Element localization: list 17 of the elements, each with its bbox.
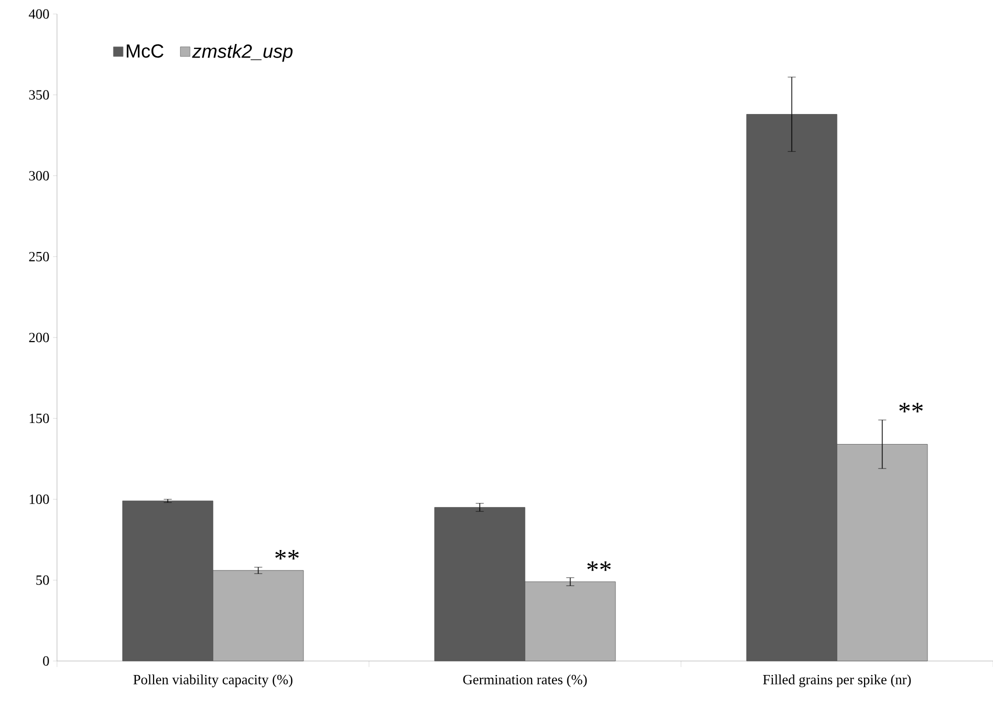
- annotation: **: [899, 402, 923, 412]
- y-tick-label: 150: [30, 414, 49, 424]
- annotation: **: [587, 561, 611, 571]
- y-tick-label: 250: [29, 252, 49, 262]
- y-tick-label: 400: [28, 9, 49, 19]
- annotation: **: [275, 550, 299, 560]
- y-tick-label: 300: [29, 171, 49, 180]
- y-tick-label: 100: [30, 494, 49, 504]
- y-tick-label: 200: [29, 332, 49, 342]
- y-tick-label: 50: [36, 575, 49, 585]
- x-tick-label: Germination rates (%): [463, 674, 587, 688]
- y-tick-label: 350: [29, 90, 49, 100]
- legend-label: zmstk2_usp: [192, 44, 293, 62]
- x-tick-label: Pollen viability capacity (%): [133, 674, 292, 688]
- x-tick-label: Filled grains per spike (nr): [763, 674, 911, 688]
- y-tick-label: 0: [43, 656, 49, 666]
- legend-label: McC: [126, 44, 164, 58]
